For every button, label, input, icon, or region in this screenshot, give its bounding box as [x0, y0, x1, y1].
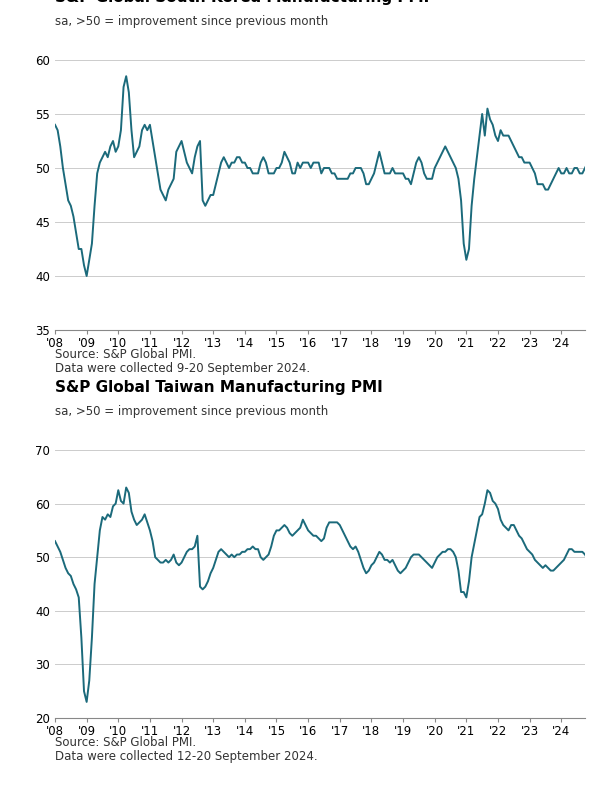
- Text: Source: S&P Global PMI.: Source: S&P Global PMI.: [55, 736, 196, 749]
- Text: sa, >50 = improvement since previous month: sa, >50 = improvement since previous mon…: [55, 15, 328, 28]
- Text: Data were collected 9-20 September 2024.: Data were collected 9-20 September 2024.: [55, 362, 310, 375]
- Text: Source: S&P Global PMI.: Source: S&P Global PMI.: [55, 348, 196, 361]
- Text: S&P Global Taiwan Manufacturing PMI: S&P Global Taiwan Manufacturing PMI: [55, 380, 383, 395]
- Text: Data were collected 12-20 September 2024.: Data were collected 12-20 September 2024…: [55, 750, 317, 763]
- Text: sa, >50 = improvement since previous month: sa, >50 = improvement since previous mon…: [55, 405, 328, 418]
- Text: S&P Global South Korea Manufacturing PMI: S&P Global South Korea Manufacturing PMI: [55, 0, 429, 5]
